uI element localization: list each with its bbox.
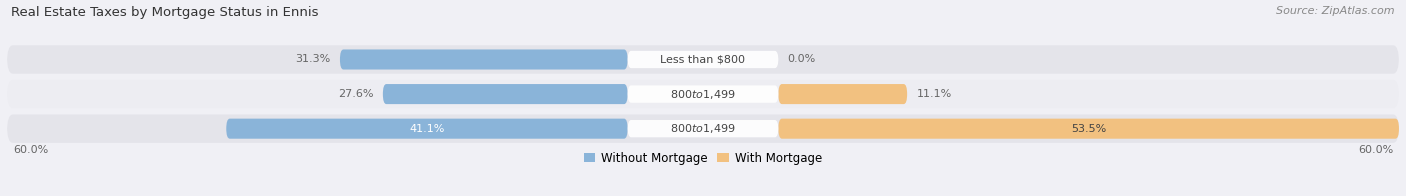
- FancyBboxPatch shape: [627, 120, 779, 137]
- Legend: Without Mortgage, With Mortgage: Without Mortgage, With Mortgage: [583, 152, 823, 165]
- FancyBboxPatch shape: [340, 49, 627, 70]
- Text: 0.0%: 0.0%: [787, 54, 815, 64]
- FancyBboxPatch shape: [779, 119, 1399, 139]
- Text: Source: ZipAtlas.com: Source: ZipAtlas.com: [1277, 6, 1395, 16]
- FancyBboxPatch shape: [779, 84, 907, 104]
- Text: 11.1%: 11.1%: [917, 89, 952, 99]
- FancyBboxPatch shape: [627, 85, 779, 103]
- Text: 53.5%: 53.5%: [1071, 124, 1107, 134]
- Text: $800 to $1,499: $800 to $1,499: [671, 88, 735, 101]
- FancyBboxPatch shape: [226, 119, 627, 139]
- FancyBboxPatch shape: [7, 45, 1399, 74]
- FancyBboxPatch shape: [7, 80, 1399, 108]
- FancyBboxPatch shape: [627, 51, 779, 68]
- FancyBboxPatch shape: [382, 84, 627, 104]
- Text: Real Estate Taxes by Mortgage Status in Ennis: Real Estate Taxes by Mortgage Status in …: [11, 6, 319, 19]
- Text: 60.0%: 60.0%: [13, 145, 48, 155]
- FancyBboxPatch shape: [7, 114, 1399, 143]
- Text: 41.1%: 41.1%: [409, 124, 444, 134]
- Text: 31.3%: 31.3%: [295, 54, 330, 64]
- Text: 27.6%: 27.6%: [337, 89, 374, 99]
- Text: $800 to $1,499: $800 to $1,499: [671, 122, 735, 135]
- Text: 60.0%: 60.0%: [1358, 145, 1393, 155]
- Text: Less than $800: Less than $800: [661, 54, 745, 64]
